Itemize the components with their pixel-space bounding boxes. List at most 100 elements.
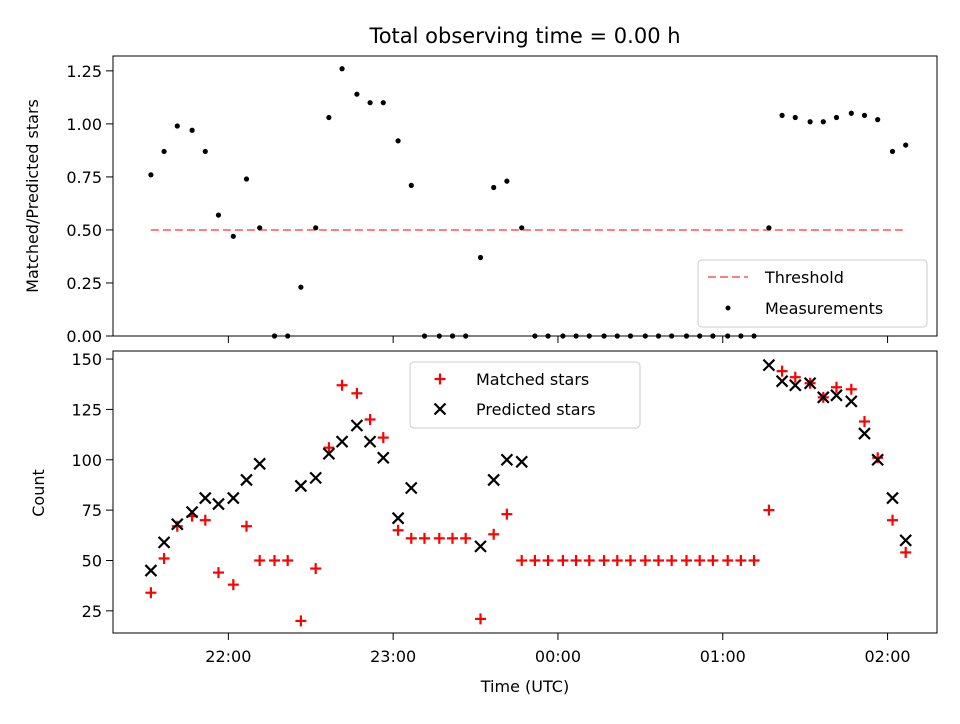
measurement-point bbox=[491, 184, 497, 191]
matched-star-point bbox=[269, 554, 281, 566]
predicted-star-point bbox=[830, 389, 843, 402]
measurement-point bbox=[903, 142, 909, 148]
matched-star-point bbox=[845, 383, 857, 395]
measurement-point bbox=[215, 212, 222, 218]
predicted-star-point bbox=[144, 564, 158, 577]
predicted-star-point bbox=[199, 491, 212, 505]
matched-star-point bbox=[652, 554, 664, 566]
predicted-star-point bbox=[487, 473, 500, 487]
measurement-point bbox=[326, 114, 332, 121]
matched-star-point bbox=[433, 532, 445, 544]
predicted-star-point bbox=[322, 447, 336, 461]
predicted-star-point bbox=[845, 395, 858, 408]
measurement-point bbox=[779, 112, 785, 118]
matched-star-point bbox=[529, 554, 541, 566]
bottom-legend-box bbox=[409, 361, 641, 429]
measurement-point bbox=[202, 148, 208, 155]
measurement-point bbox=[380, 100, 386, 106]
matched-star-point bbox=[212, 567, 224, 579]
measurement-point bbox=[519, 225, 525, 231]
top-y-tick-label: 1.25 bbox=[66, 62, 102, 81]
matched-star-point bbox=[475, 613, 487, 625]
matched-star-point bbox=[872, 452, 884, 464]
legend-predicted-swatch bbox=[433, 402, 447, 416]
matched-star-point bbox=[405, 532, 417, 544]
matched-star-point bbox=[735, 554, 747, 566]
top-y-axis-label: Matched/Predicted stars bbox=[23, 99, 42, 293]
bottom-plot-area bbox=[144, 358, 912, 627]
top-y-tick-label: 0.50 bbox=[66, 221, 102, 240]
predicted-star-point bbox=[376, 451, 390, 465]
measurement-point bbox=[848, 110, 854, 116]
predicted-star-point bbox=[817, 391, 830, 404]
bottom-legend: Matched stars Predicted stars bbox=[409, 361, 641, 429]
x-axis-label: Time (UTC) bbox=[480, 677, 569, 696]
matched-star-point bbox=[639, 554, 651, 566]
chart-title: Total observing time = 0.00 h bbox=[368, 24, 680, 48]
matched-star-point bbox=[624, 554, 636, 566]
matched-star-point bbox=[171, 520, 183, 532]
measurement-point bbox=[367, 100, 373, 106]
matched-star-point bbox=[858, 416, 870, 427]
top-legend: Threshold Measurements bbox=[697, 259, 928, 328]
top-y-tick-label: 0.00 bbox=[66, 327, 102, 346]
predicted-star-point bbox=[391, 511, 405, 525]
predicted-star-point bbox=[515, 455, 528, 469]
bottom-y-tick-label: 100 bbox=[71, 451, 102, 470]
matched-star-point bbox=[392, 524, 404, 536]
measurement-point bbox=[875, 117, 881, 123]
legend-measurements-label: Measurements bbox=[765, 299, 883, 318]
bottom-axes-ticks: 25 50 75 100 125 150 22:00 23:00 00:00 01:00 02:00 bbox=[71, 350, 910, 666]
legend-plus-marker bbox=[434, 373, 446, 385]
matched-star-point bbox=[681, 554, 693, 566]
predicted-star-point bbox=[899, 534, 912, 547]
matched-star-point bbox=[351, 387, 363, 399]
matched-star-point bbox=[282, 554, 294, 566]
predicted-star-point bbox=[157, 536, 171, 549]
predicted-star-point bbox=[762, 358, 776, 372]
x-tick-label: 01:00 bbox=[700, 647, 746, 666]
matched-star-point bbox=[460, 532, 472, 544]
matched-star-point bbox=[776, 365, 788, 377]
predicted-star-point bbox=[858, 427, 871, 440]
matched-star-point bbox=[446, 532, 458, 544]
predicted-star-point bbox=[500, 453, 514, 467]
measurement-point bbox=[354, 91, 360, 97]
matched-star-point bbox=[295, 615, 307, 627]
predicted-star-point bbox=[788, 378, 802, 392]
measurement-point bbox=[161, 148, 167, 155]
top-legend-box bbox=[697, 259, 928, 328]
matched-star-point bbox=[830, 381, 842, 393]
legend-matched-label: Matched stars bbox=[476, 370, 589, 389]
matched-star-point bbox=[557, 554, 569, 566]
predicted-star-point bbox=[886, 491, 899, 505]
predicted-star-point bbox=[335, 435, 349, 448]
bottom-y-tick-label: 50 bbox=[82, 551, 102, 570]
legend-measurements-swatch bbox=[725, 305, 731, 311]
predicted-star-point bbox=[803, 376, 817, 390]
bottom-y-tick-label: 25 bbox=[82, 602, 102, 621]
measurement-point bbox=[408, 182, 414, 188]
matched-star-point bbox=[666, 554, 678, 566]
matched-star-point bbox=[227, 579, 239, 591]
matched-star-point bbox=[240, 520, 252, 532]
measurement-point bbox=[243, 176, 250, 182]
top-y-tick-label: 1.00 bbox=[66, 115, 102, 134]
predicted-star-point bbox=[170, 517, 184, 531]
top-panel: Total observing time = 0.00 h 0.00 0.25 0.… bbox=[23, 24, 938, 346]
predicted-star-point bbox=[185, 505, 199, 519]
measurement-point bbox=[504, 178, 510, 184]
predicted-star-point bbox=[871, 453, 884, 467]
predicted-star-point bbox=[350, 419, 364, 432]
matched-star-point bbox=[377, 432, 389, 444]
measurement-point bbox=[766, 225, 772, 231]
matched-star-point bbox=[789, 371, 801, 383]
predicted-star-point bbox=[253, 457, 266, 471]
matched-star-point bbox=[707, 554, 719, 566]
predicted-star-point bbox=[405, 481, 418, 495]
measurement-point bbox=[861, 112, 868, 118]
top-y-tick-label: 0.25 bbox=[66, 274, 102, 293]
measurement-point bbox=[889, 148, 896, 155]
